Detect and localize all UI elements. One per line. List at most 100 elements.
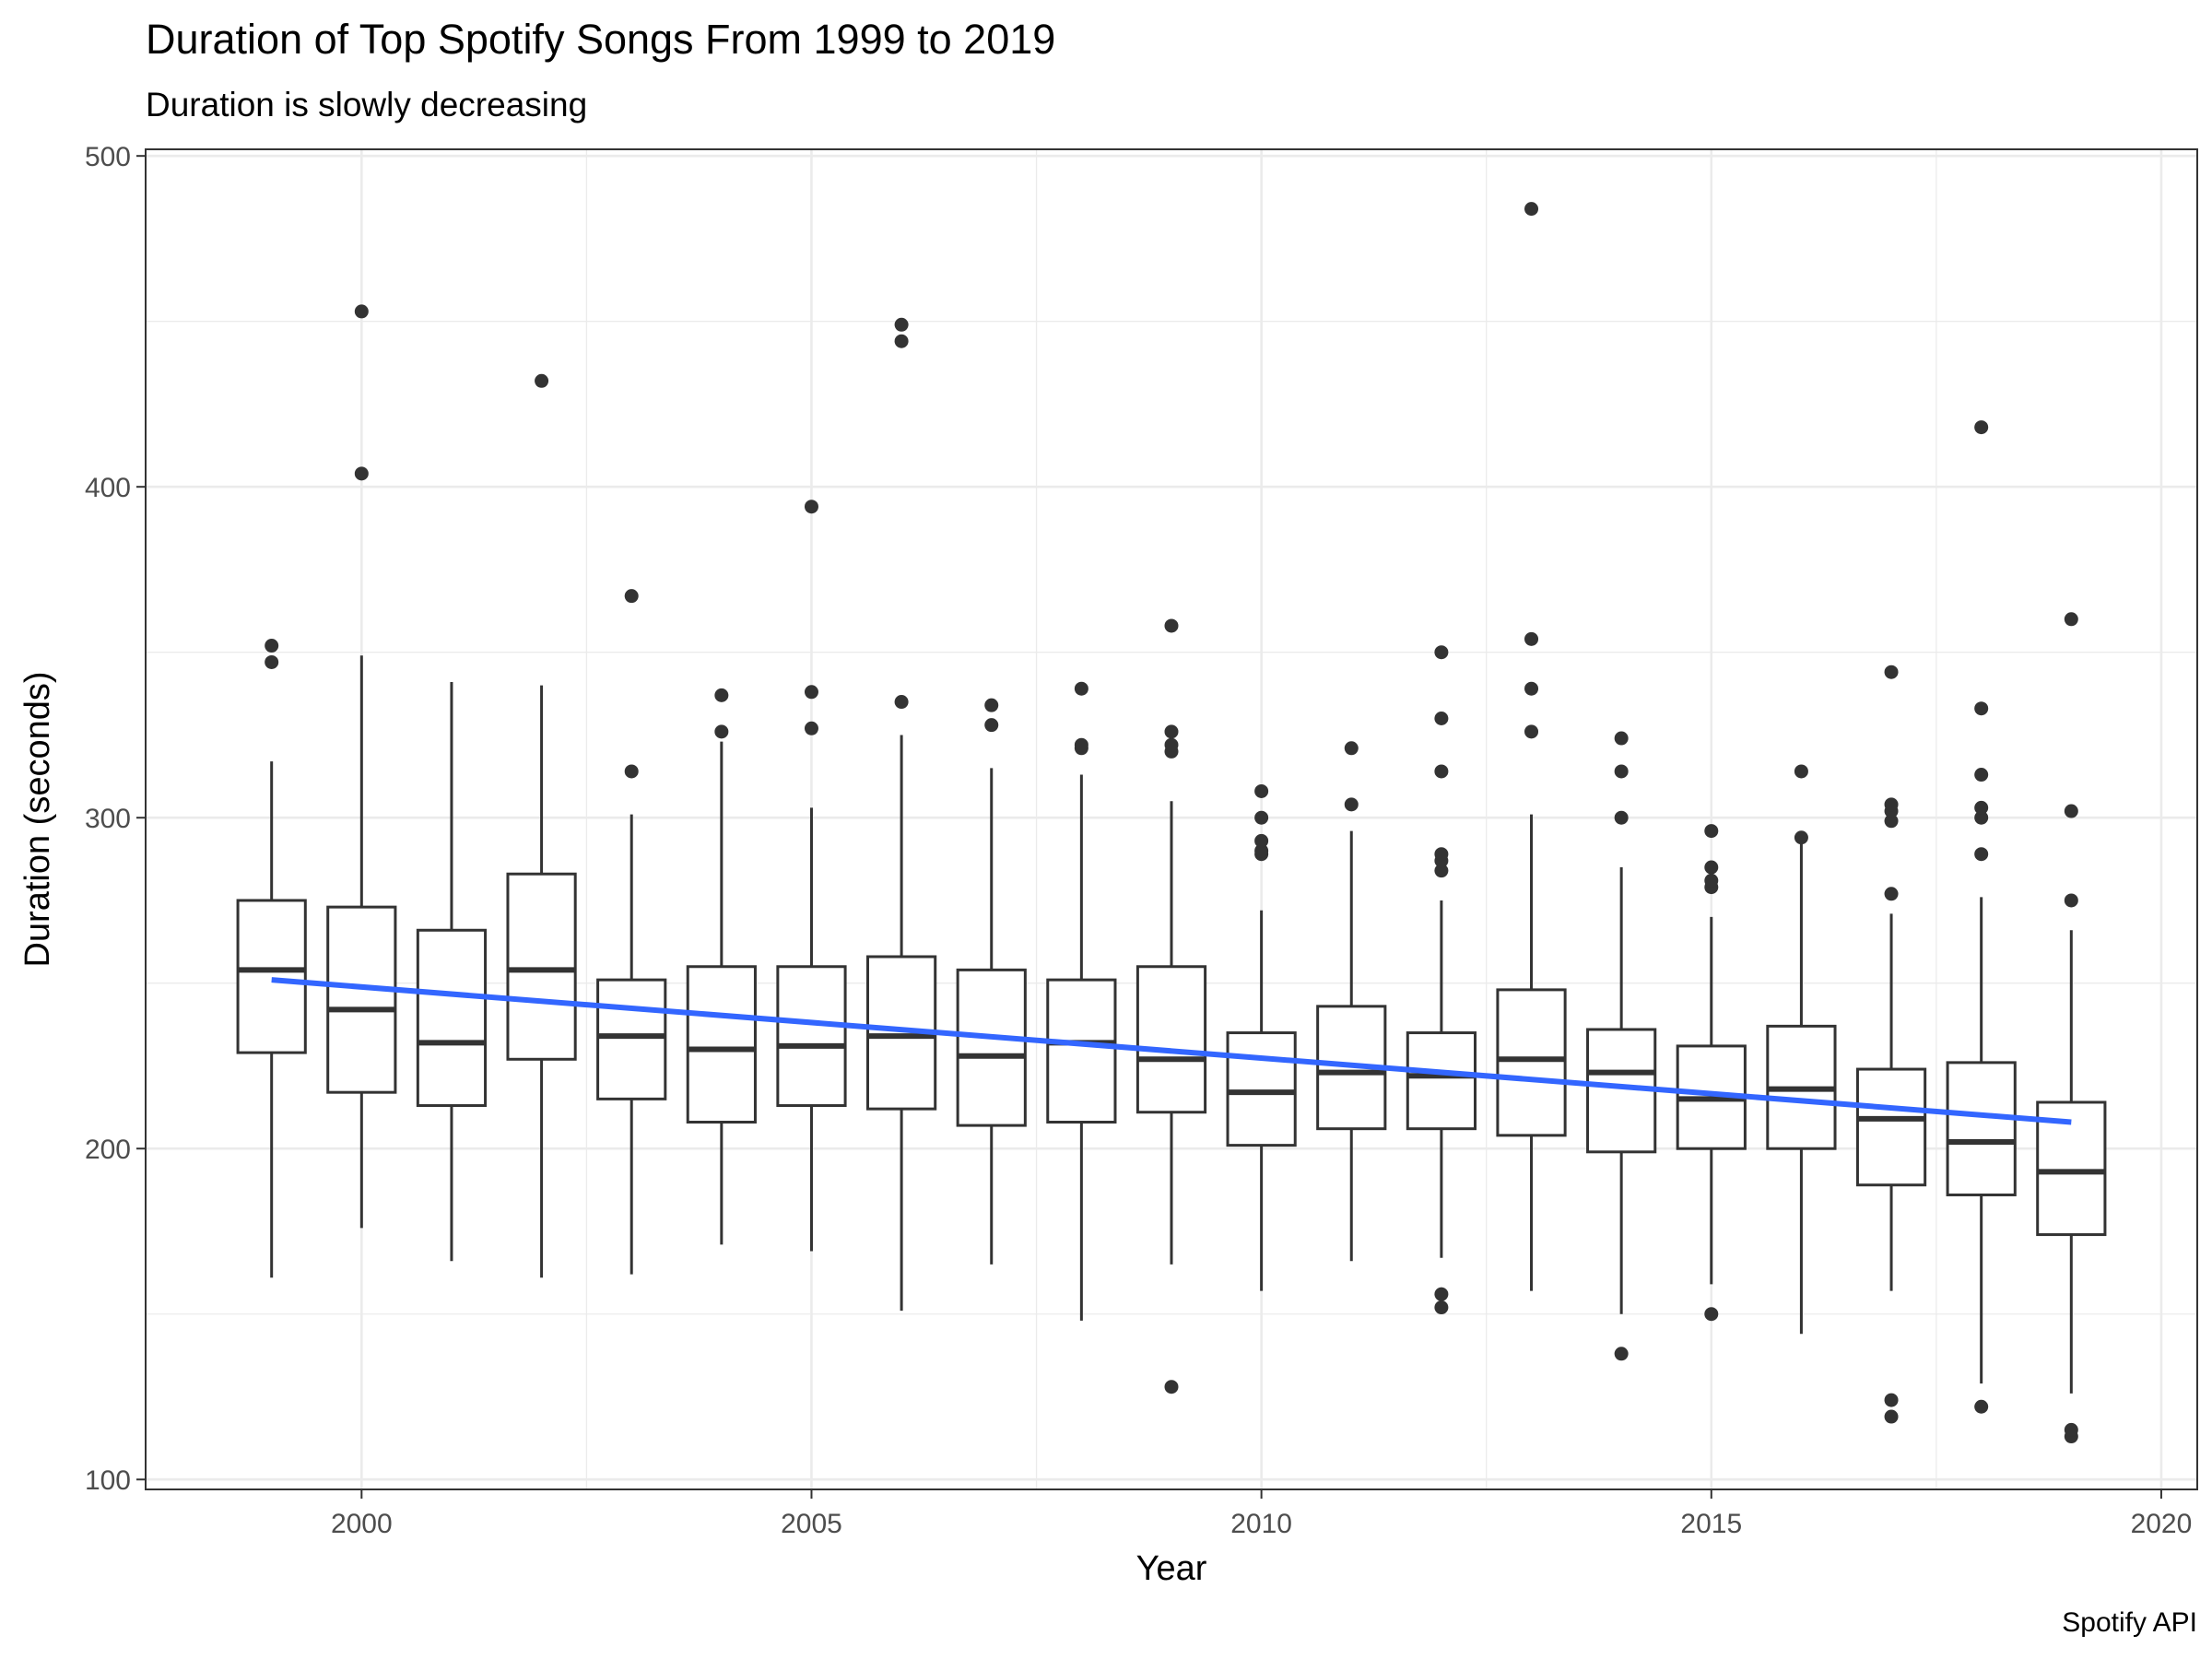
outlier-point <box>1884 665 1899 679</box>
outlier-point <box>1344 741 1359 756</box>
box-iqr <box>1855 1067 1927 1187</box>
chart-subtitle: Duration is slowly decreasing <box>146 86 587 124</box>
box-iqr <box>1496 988 1567 1137</box>
outlier-point <box>804 685 818 700</box>
y-tick-label: 400 <box>85 473 131 503</box>
box-iqr <box>416 928 488 1108</box>
outlier-point <box>1614 810 1629 825</box>
outlier-point <box>1164 737 1179 752</box>
outlier-point <box>1974 800 1989 815</box>
box-2010 <box>1226 910 1297 1291</box>
x-tick-label: 2020 <box>2131 1509 2193 1539</box>
x-tick-label: 2015 <box>1680 1509 1742 1539</box>
box-2017 <box>1855 913 1927 1291</box>
outlier-point <box>1974 1399 1989 1414</box>
outlier-point <box>894 334 909 348</box>
outlier-point <box>804 500 818 514</box>
outlier-point <box>1974 701 1989 716</box>
box-2003 <box>596 814 667 1275</box>
outlier-point <box>624 589 639 604</box>
box-iqr <box>1135 965 1207 1114</box>
y-tick-label: 300 <box>85 804 131 834</box>
box-iqr <box>506 872 577 1061</box>
outlier-point <box>1704 873 1719 888</box>
trend-line <box>271 977 2072 1125</box>
outlier-point <box>984 698 999 712</box>
box-2002 <box>506 685 577 1278</box>
outlier-point <box>1884 797 1899 812</box>
outlier-point <box>1704 860 1719 875</box>
box-2011 <box>1316 830 1387 1262</box>
outlier-point <box>714 724 729 739</box>
outlier-point <box>1524 724 1539 739</box>
box-iqr <box>236 899 307 1054</box>
outlier-point <box>2064 612 2078 627</box>
outlier-point <box>1884 1409 1899 1424</box>
box-2000 <box>326 655 397 1229</box>
box-iqr <box>1046 978 1117 1124</box>
trend-line-group <box>271 977 2072 1125</box>
box-2007 <box>956 768 1027 1265</box>
outlier-point <box>1074 737 1088 752</box>
outlier-point <box>1884 1393 1899 1407</box>
outlier-point <box>714 688 729 702</box>
box-2006 <box>865 735 937 1312</box>
box-2001 <box>416 682 488 1262</box>
outlier-point <box>535 373 549 388</box>
outlier-point <box>265 639 279 653</box>
outlier-point <box>1434 645 1449 660</box>
outlier-point <box>354 304 369 319</box>
outlier-point <box>354 466 369 481</box>
box-2004 <box>686 741 757 1245</box>
box-2015 <box>1676 916 1747 1285</box>
outlier-point <box>1704 824 1719 839</box>
outlier-point <box>1434 864 1449 878</box>
chart-title: Duration of Top Spotify Songs From 1999 … <box>146 16 1055 63</box>
outlier-point <box>1524 681 1539 696</box>
box-iqr <box>596 978 667 1100</box>
outlier-point <box>1884 814 1899 829</box>
box-iqr <box>2036 1100 2107 1237</box>
outlier-point <box>804 721 818 735</box>
chart-caption: Spotify API <box>2062 1607 2197 1638</box>
outlier-point <box>1884 887 1899 901</box>
outlier-point <box>1614 764 1629 779</box>
outlier-point <box>1254 843 1269 858</box>
outlier-point <box>1254 833 1269 848</box>
outlier-point <box>1434 764 1449 779</box>
outlier-point <box>1974 768 1989 782</box>
outlier-point <box>1614 731 1629 746</box>
box-iqr <box>956 968 1027 1127</box>
y-tick-label: 200 <box>85 1135 131 1165</box>
outlier-point <box>1434 1287 1449 1301</box>
outlier-point <box>1344 797 1359 812</box>
outlier-point <box>2064 1422 2078 1437</box>
outlier-point <box>1704 1307 1719 1322</box>
outlier-point <box>1254 783 1269 798</box>
box-iqr <box>776 965 847 1108</box>
box-2005 <box>776 807 847 1252</box>
outlier-point <box>2064 804 2078 818</box>
outlier-point <box>1794 830 1808 845</box>
outlier-point <box>1164 1380 1179 1394</box>
outlier-points <box>265 202 2078 1444</box>
outlier-point <box>1434 1300 1449 1315</box>
outlier-point <box>1434 712 1449 726</box>
outlier-point <box>1074 681 1088 696</box>
box-2012 <box>1406 900 1477 1258</box>
panel-border <box>145 148 2198 1490</box>
box-2018 <box>1946 897 2017 1384</box>
y-tick-label: 500 <box>85 142 131 172</box>
outlier-point <box>1434 847 1449 862</box>
box-iqr <box>1946 1061 2017 1196</box>
outlier-point <box>624 764 639 779</box>
outlier-point <box>1524 202 1539 217</box>
box-1999 <box>236 761 307 1278</box>
outlier-point <box>1164 618 1179 633</box>
outlier-point <box>2064 893 2078 908</box>
box-2019 <box>2036 930 2107 1394</box>
box-2013 <box>1496 814 1567 1291</box>
x-tick-label: 2010 <box>1230 1509 1292 1539</box>
outlier-point <box>1164 724 1179 739</box>
